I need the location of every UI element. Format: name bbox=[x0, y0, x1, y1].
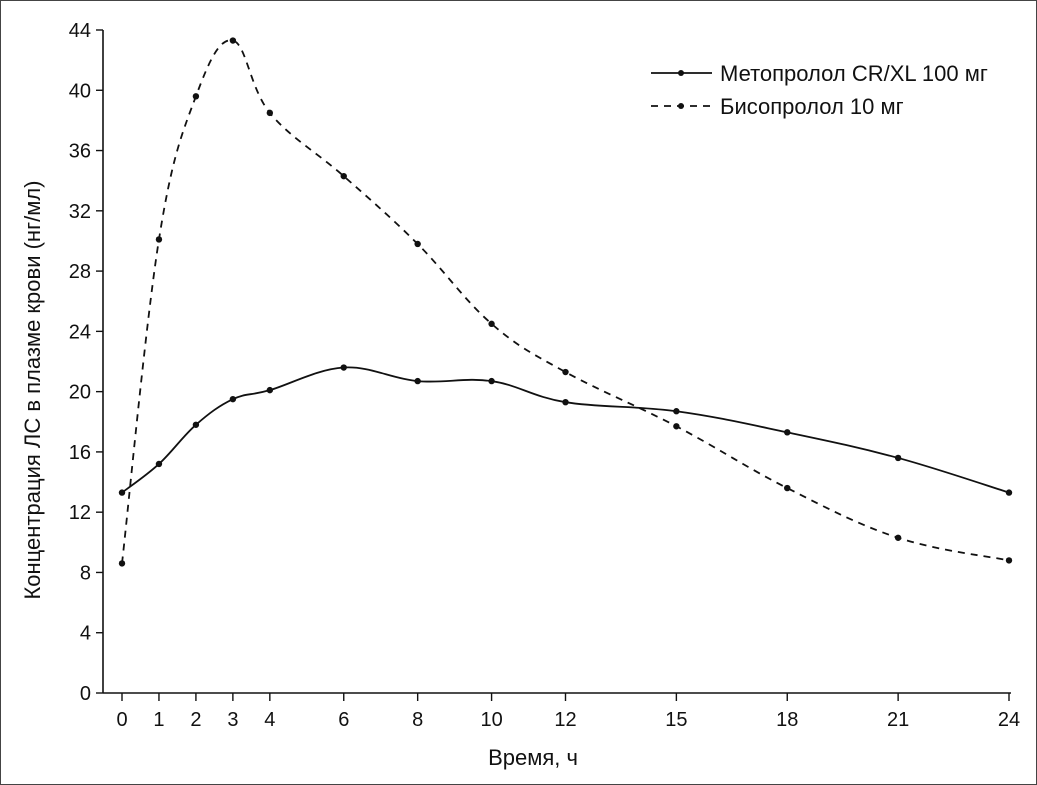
data-point-series-1 bbox=[894, 534, 902, 541]
x-tick-label: 24 bbox=[998, 709, 1020, 731]
data-point-series-1 bbox=[1005, 557, 1013, 564]
y-tick-label: 12 bbox=[69, 502, 91, 524]
x-axis: 0 1 2 3 4 6 8 10 12 15 18 21 24 bbox=[103, 692, 1020, 731]
data-point-series-1 bbox=[340, 172, 347, 180]
data-point-series-1 bbox=[155, 236, 163, 243]
x-tick-label: 3 bbox=[227, 709, 238, 731]
x-tick-label: 2 bbox=[190, 709, 201, 731]
legend-marker-bisoprolol bbox=[678, 103, 684, 109]
data-point-series-1 bbox=[488, 320, 495, 328]
series-line-1 bbox=[121, 39, 1010, 564]
legend-label-metoprolol: Метопролол CR/XL 100 мг bbox=[720, 61, 988, 86]
data-point-series-0 bbox=[414, 377, 421, 385]
data-point-series-0 bbox=[784, 429, 791, 436]
data-point-series-0 bbox=[340, 364, 347, 371]
data-point-series-0 bbox=[118, 489, 126, 496]
x-tick-label: 6 bbox=[338, 709, 349, 731]
x-tick-label: 4 bbox=[264, 709, 275, 731]
y-tick-label: 0 bbox=[80, 683, 91, 705]
data-point-series-1 bbox=[784, 484, 791, 492]
y-tick-label: 16 bbox=[69, 442, 91, 464]
data-point-series-0 bbox=[1005, 489, 1013, 496]
data-point-series-1 bbox=[414, 240, 421, 248]
y-tick-label: 36 bbox=[69, 141, 91, 163]
x-tick-label: 21 bbox=[887, 709, 909, 731]
legend-label-bisoprolol: Бисопролол 10 мг bbox=[720, 94, 904, 119]
x-tick-label: 10 bbox=[480, 709, 502, 731]
data-point-series-1 bbox=[192, 93, 200, 100]
data-point-series-1 bbox=[266, 109, 274, 117]
y-tick-label: 24 bbox=[69, 321, 91, 343]
series-line-0 bbox=[121, 366, 1010, 494]
data-point-series-0 bbox=[562, 398, 569, 406]
x-tick-label: 18 bbox=[776, 709, 798, 731]
data-point-series-0 bbox=[894, 454, 902, 462]
y-tick-label: 44 bbox=[69, 20, 91, 42]
y-tick-label: 28 bbox=[69, 261, 91, 283]
x-tick-label: 0 bbox=[116, 709, 127, 731]
data-point-series-1 bbox=[229, 37, 237, 44]
data-point-series-0 bbox=[229, 395, 237, 403]
series-layer bbox=[118, 37, 1013, 567]
y-tick-label: 20 bbox=[69, 382, 91, 404]
x-tick-label: 12 bbox=[554, 709, 576, 731]
data-point-series-1 bbox=[673, 423, 680, 430]
data-point-series-0 bbox=[488, 377, 495, 385]
x-tick-label: 8 bbox=[412, 709, 423, 731]
data-point-series-0 bbox=[266, 386, 274, 394]
data-point-series-0 bbox=[192, 421, 200, 428]
y-axis: 0 4 8 12 16 20 24 28 32 36 40 44 bbox=[69, 20, 104, 705]
legend-marker-metoprolol bbox=[678, 70, 684, 76]
y-tick-label: 40 bbox=[69, 80, 91, 102]
y-axis-title: Концентрация ЛС в плазме крови (нг/мл) bbox=[20, 180, 45, 599]
y-tick-label: 4 bbox=[80, 623, 91, 645]
data-point-series-0 bbox=[155, 460, 163, 468]
y-tick-label: 32 bbox=[69, 201, 91, 223]
x-axis-title: Время, ч bbox=[488, 745, 578, 770]
data-point-series-0 bbox=[673, 408, 680, 415]
data-point-series-1 bbox=[562, 368, 569, 376]
x-tick-label: 15 bbox=[665, 709, 687, 731]
data-point-series-1 bbox=[118, 560, 126, 567]
x-tick-label: 1 bbox=[153, 709, 164, 731]
y-tick-label: 8 bbox=[80, 562, 91, 584]
legend: Метопролол CR/XL 100 мг Бисопролол 10 мг bbox=[651, 61, 988, 119]
